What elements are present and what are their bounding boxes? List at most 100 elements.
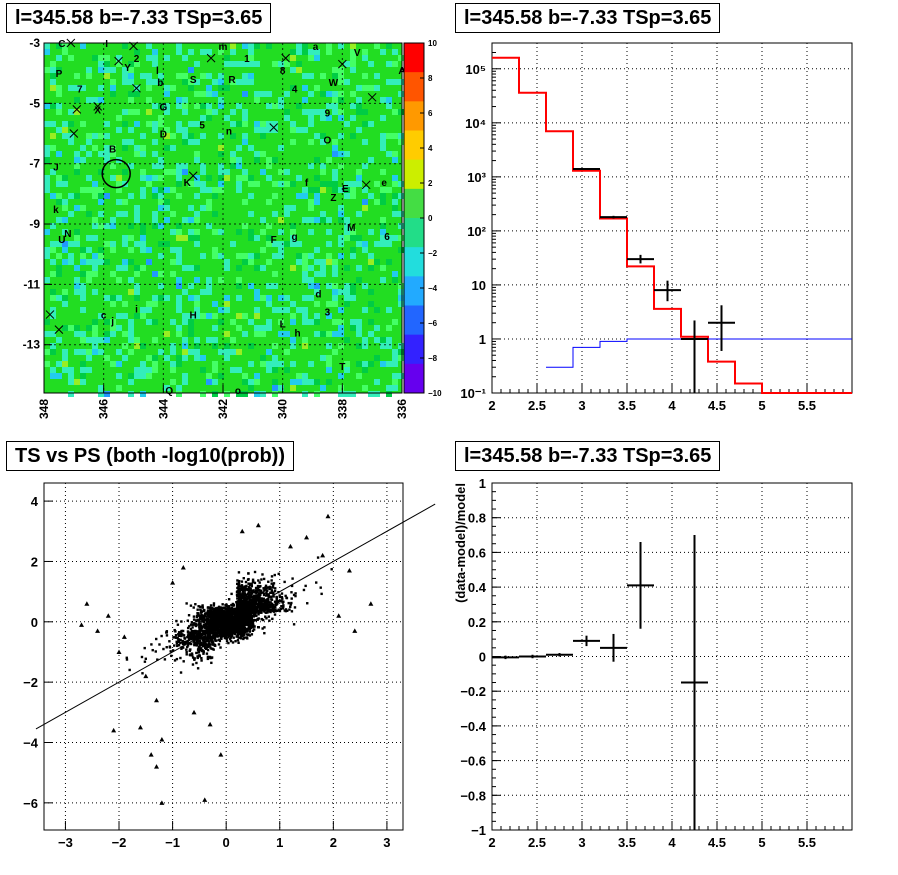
map-cell [260, 325, 266, 331]
scatter-point [239, 632, 243, 635]
map-cell [92, 133, 98, 139]
map-cell [152, 367, 158, 373]
scatter-point [281, 597, 284, 600]
map-cell [50, 67, 56, 73]
scatter-point [320, 552, 326, 558]
scatter-point [241, 627, 245, 630]
map-cell [260, 127, 266, 133]
scatter-point [235, 619, 238, 622]
map-cell [68, 193, 74, 199]
scatter-point [227, 636, 230, 639]
map-cell [326, 115, 332, 121]
scatter-point [199, 608, 202, 611]
map-cell [338, 151, 344, 157]
map-cell [392, 271, 398, 277]
map-source-label: g [292, 232, 298, 243]
scatter-point [223, 627, 226, 630]
map-cell [236, 103, 242, 109]
map-cell [146, 373, 152, 379]
map-cell [272, 367, 278, 373]
scatter-point [195, 635, 198, 639]
scatter-point [242, 633, 245, 637]
map-cell [290, 67, 296, 73]
map-cell [176, 181, 182, 187]
colorbar-segment [404, 72, 424, 102]
scatter-point [210, 622, 214, 626]
map-cell [386, 391, 392, 397]
map-cell [290, 379, 296, 385]
colorbar-tick-label: 6 [428, 109, 433, 118]
map-cell [206, 205, 212, 211]
scatter-point [237, 583, 241, 586]
map-cell [86, 97, 92, 103]
scatter-point [240, 584, 244, 587]
scatter-x-tick-label: −3 [58, 835, 73, 850]
scatter-point [262, 618, 265, 622]
scatter-point [254, 610, 258, 614]
map-cell [122, 145, 128, 151]
map-cell [182, 355, 188, 361]
map-cell [206, 115, 212, 121]
scatter-point [258, 581, 261, 584]
map-cell [92, 145, 98, 151]
scatter-point [280, 592, 284, 595]
map-cell [68, 373, 74, 379]
map-cell [164, 331, 170, 337]
map-cell [272, 211, 278, 217]
colorbar-tick-label: 10 [428, 39, 437, 48]
map-cell [224, 355, 230, 361]
scatter-y-tick-label: −2 [23, 675, 38, 690]
map-cell [332, 103, 338, 109]
map-cell [332, 271, 338, 277]
map-cell [56, 85, 62, 91]
map-cell [344, 361, 350, 367]
map-cell [140, 175, 146, 181]
map-cell [62, 247, 68, 253]
map-cell [164, 385, 170, 391]
residual-x-tick-label: 4 [668, 835, 676, 850]
scatter-point [261, 627, 264, 630]
map-cell [98, 85, 104, 91]
scatter-point [240, 613, 243, 617]
map-cell [398, 223, 404, 229]
scatter-point [304, 534, 310, 540]
map-cell [278, 169, 284, 175]
map-cell [242, 169, 248, 175]
map-cell [194, 217, 200, 223]
map-cell [68, 379, 74, 385]
scatter-point [179, 656, 182, 660]
scatter-point [241, 586, 245, 589]
scatter-point [268, 608, 271, 612]
map-cell [374, 241, 380, 247]
map-cell [254, 43, 260, 49]
map-cell [50, 241, 56, 247]
scatter-point [237, 592, 241, 596]
scatter-point [259, 606, 262, 609]
scatter-point [230, 592, 233, 596]
map-cell [50, 61, 56, 67]
map-cell [224, 343, 230, 349]
map-cell [176, 175, 182, 181]
scatter-point [246, 616, 249, 620]
scatter-point [232, 622, 235, 626]
scatter-point [256, 594, 259, 597]
scatter-point [256, 604, 260, 607]
scatter-point [244, 602, 247, 605]
map-cell [236, 253, 242, 259]
map-cell [218, 103, 224, 109]
map-circle-marker [101, 158, 131, 189]
map-cell [398, 79, 404, 85]
map-cell [386, 79, 392, 85]
map-cell [266, 349, 272, 355]
map-source-label: f [305, 178, 309, 189]
map-cell [116, 187, 122, 193]
map-cell [98, 133, 104, 139]
map-cell [260, 229, 266, 235]
scatter-point [249, 594, 253, 598]
scatter-point [264, 611, 268, 614]
map-cell [122, 259, 128, 265]
residual-x-tick-label: 5 [758, 835, 765, 850]
map-cell [326, 361, 332, 367]
map-cell [260, 265, 266, 271]
scatter-point [257, 613, 260, 616]
